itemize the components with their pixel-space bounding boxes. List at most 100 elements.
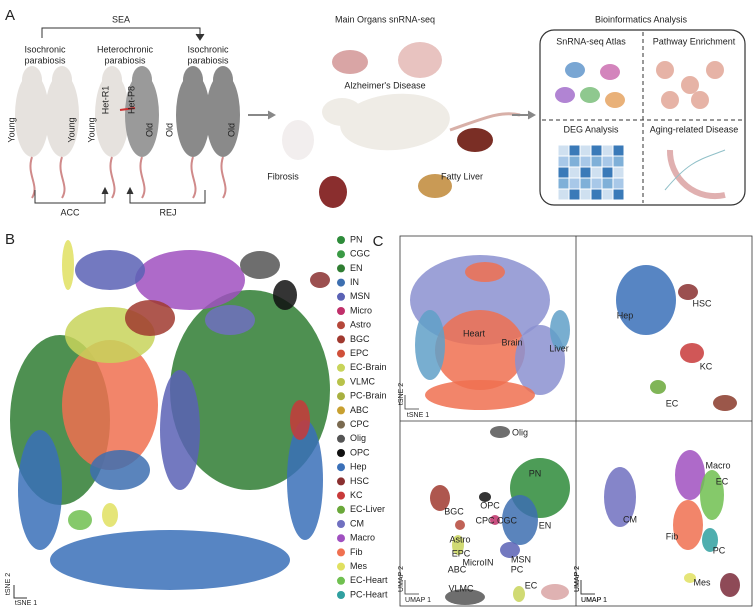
cluster-label: CM <box>623 514 637 524</box>
shape <box>557 155 570 168</box>
label: parabiosis <box>24 55 66 65</box>
cluster-label: CGC <box>497 515 518 525</box>
cluster-label: PC <box>713 545 726 555</box>
legend-label: KC <box>350 490 363 500</box>
shape <box>706 61 724 79</box>
mouse-label: Old <box>164 123 174 137</box>
shape <box>590 155 603 168</box>
legend-marker <box>337 378 345 386</box>
axis-label: UMAP 1 <box>405 597 431 604</box>
shape <box>700 470 724 520</box>
shape <box>13 585 27 599</box>
label: Isochronic <box>187 44 229 54</box>
shape <box>213 66 233 94</box>
legend-marker <box>337 505 345 514</box>
legend-label: CPC <box>350 419 370 429</box>
shape <box>119 107 136 111</box>
legend-marker <box>337 236 345 244</box>
shape <box>479 492 491 502</box>
shape <box>310 272 330 288</box>
shape <box>282 120 314 160</box>
label: SEA <box>112 14 130 24</box>
shape <box>568 144 581 157</box>
shape <box>555 87 575 103</box>
mouse-label: Old <box>144 123 154 137</box>
legend-marker <box>337 307 345 315</box>
shape <box>425 380 535 410</box>
legend-label: ABC <box>350 405 369 415</box>
legend-marker <box>337 406 345 415</box>
shape <box>557 177 570 190</box>
cluster-label: VLMC <box>448 583 474 593</box>
axis-label: UMAP 1 <box>581 597 607 604</box>
shape <box>68 510 92 530</box>
shape <box>500 542 520 558</box>
legend-label: Micro <box>350 305 372 315</box>
label: Aging-related Disease <box>650 124 739 134</box>
mouse-label: Young <box>6 117 16 142</box>
label: DEG Analysis <box>563 124 619 134</box>
cluster-label: BGC <box>444 506 464 516</box>
legend-marker <box>337 576 345 585</box>
legend-label: VLMC <box>350 376 376 386</box>
shape <box>205 305 255 335</box>
cluster-label: EC <box>716 476 729 486</box>
mouse-label: Young <box>86 117 96 142</box>
legend-label: PC-Heart <box>350 589 388 599</box>
shape <box>513 586 525 602</box>
legend-marker <box>337 491 345 500</box>
axis-label: tSNE 1 <box>15 600 37 607</box>
shape <box>132 66 152 94</box>
shape <box>129 190 206 204</box>
legend-marker <box>337 278 345 287</box>
legend-label: Fib <box>350 547 363 557</box>
shape <box>62 240 74 290</box>
label: Alzheimer's Disease <box>344 80 425 90</box>
shape <box>15 73 49 157</box>
legend-label: IN <box>350 277 359 287</box>
legend-label: MSN <box>350 291 370 301</box>
mouse-label: Het-P8 <box>126 86 136 114</box>
shape <box>90 450 150 490</box>
legend-label: CM <box>350 518 364 528</box>
shape <box>190 156 197 199</box>
shape <box>139 156 146 199</box>
shape <box>656 61 674 79</box>
label: ACC <box>60 207 80 217</box>
shape <box>290 400 310 440</box>
legend-label: OPC <box>350 447 370 457</box>
shape <box>601 177 614 190</box>
shape <box>95 73 129 157</box>
shape <box>612 155 625 168</box>
shape <box>664 149 726 191</box>
legend-label: Mes <box>350 561 368 571</box>
legend-marker <box>337 434 345 443</box>
shape <box>680 343 704 363</box>
cluster-label: MSN <box>511 554 531 564</box>
label: Heterochronic <box>97 44 154 54</box>
shape <box>527 110 537 120</box>
cluster-label: Mes <box>693 577 711 587</box>
shape <box>550 310 570 350</box>
shape <box>579 155 592 168</box>
shape <box>430 485 450 511</box>
cluster-label: EPC <box>452 548 471 558</box>
shape <box>616 265 676 335</box>
shape <box>612 166 625 179</box>
shape <box>322 98 362 126</box>
shape <box>457 128 493 152</box>
legend-label: EC-Liver <box>350 504 385 514</box>
shape <box>580 580 595 595</box>
legend-marker <box>337 349 345 358</box>
shape <box>542 32 743 203</box>
legend-marker <box>337 463 345 472</box>
shape <box>666 149 726 200</box>
shape <box>319 176 347 208</box>
shape <box>75 250 145 290</box>
shape <box>604 467 636 527</box>
shape <box>410 255 550 345</box>
shape <box>490 515 500 525</box>
shape <box>720 573 740 597</box>
legend-label: Macro <box>350 533 375 543</box>
shape <box>109 156 116 199</box>
